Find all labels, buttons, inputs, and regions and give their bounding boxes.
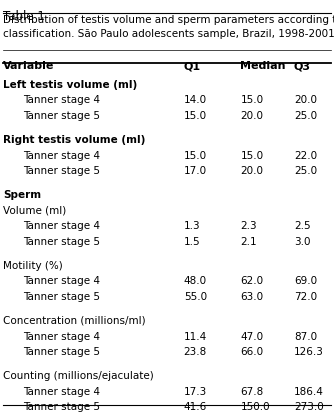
Text: 15.0: 15.0 [240,151,264,161]
Text: 2.5: 2.5 [294,221,311,231]
Text: 47.0: 47.0 [240,332,264,342]
Text: Concentration (millions/ml): Concentration (millions/ml) [3,316,146,326]
Text: 67.8: 67.8 [240,387,264,397]
Text: 20.0: 20.0 [294,95,317,106]
Text: 2.1: 2.1 [240,237,257,247]
Text: 25.0: 25.0 [294,166,317,176]
Text: Table 1: Table 1 [3,10,45,23]
Text: 15.0: 15.0 [184,111,207,121]
Text: Tanner stage 5: Tanner stage 5 [23,292,101,302]
Text: 15.0: 15.0 [240,95,264,106]
Text: 126.3: 126.3 [294,347,324,357]
Text: 14.0: 14.0 [184,95,207,106]
Text: Volume (ml): Volume (ml) [3,206,66,216]
Text: Tanner stage 5: Tanner stage 5 [23,237,101,247]
Text: 15.0: 15.0 [184,151,207,161]
Text: Counting (millions/ejaculate): Counting (millions/ejaculate) [3,371,154,381]
Text: Tanner stage 5: Tanner stage 5 [23,166,101,176]
Text: 72.0: 72.0 [294,292,317,302]
Text: 66.0: 66.0 [240,347,264,357]
Text: Sperm: Sperm [3,190,41,200]
Text: 55.0: 55.0 [184,292,207,302]
Text: 2.3: 2.3 [240,221,257,231]
Text: 3.0: 3.0 [294,237,310,247]
Text: 25.0: 25.0 [294,111,317,121]
Text: 17.0: 17.0 [184,166,207,176]
Text: Tanner stage 5: Tanner stage 5 [23,402,101,412]
Text: Q1: Q1 [184,61,201,71]
Text: 150.0: 150.0 [240,402,270,412]
Text: Tanner stage 4: Tanner stage 4 [23,221,101,231]
Text: Tanner stage 4: Tanner stage 4 [23,95,101,106]
Text: 17.3: 17.3 [184,387,207,397]
Text: Median: Median [240,61,286,71]
Text: 87.0: 87.0 [294,332,317,342]
Text: 22.0: 22.0 [294,151,317,161]
Text: Tanner stage 4: Tanner stage 4 [23,276,101,286]
Text: Q3: Q3 [294,61,311,71]
Text: 20.0: 20.0 [240,166,264,176]
Text: Distribution of testis volume and sperm parameters according to Tanner stage
cla: Distribution of testis volume and sperm … [3,15,334,39]
Text: 63.0: 63.0 [240,292,264,302]
Text: Tanner stage 5: Tanner stage 5 [23,111,101,121]
Text: 48.0: 48.0 [184,276,207,286]
Text: 23.8: 23.8 [184,347,207,357]
Text: 186.4: 186.4 [294,387,324,397]
Text: 1.3: 1.3 [184,221,200,231]
Text: Tanner stage 4: Tanner stage 4 [23,151,101,161]
Text: Variable: Variable [3,61,55,71]
Text: 69.0: 69.0 [294,276,317,286]
Text: Tanner stage 4: Tanner stage 4 [23,332,101,342]
Text: 273.0: 273.0 [294,402,324,412]
Text: Right testis volume (ml): Right testis volume (ml) [3,135,146,145]
Text: 11.4: 11.4 [184,332,207,342]
Text: 41.6: 41.6 [184,402,207,412]
Text: Tanner stage 4: Tanner stage 4 [23,387,101,397]
Text: 62.0: 62.0 [240,276,264,286]
Text: Motility (%): Motility (%) [3,261,63,271]
Text: 1.5: 1.5 [184,237,200,247]
Text: 20.0: 20.0 [240,111,264,121]
Text: Tanner stage 5: Tanner stage 5 [23,347,101,357]
Text: Left testis volume (ml): Left testis volume (ml) [3,80,138,90]
